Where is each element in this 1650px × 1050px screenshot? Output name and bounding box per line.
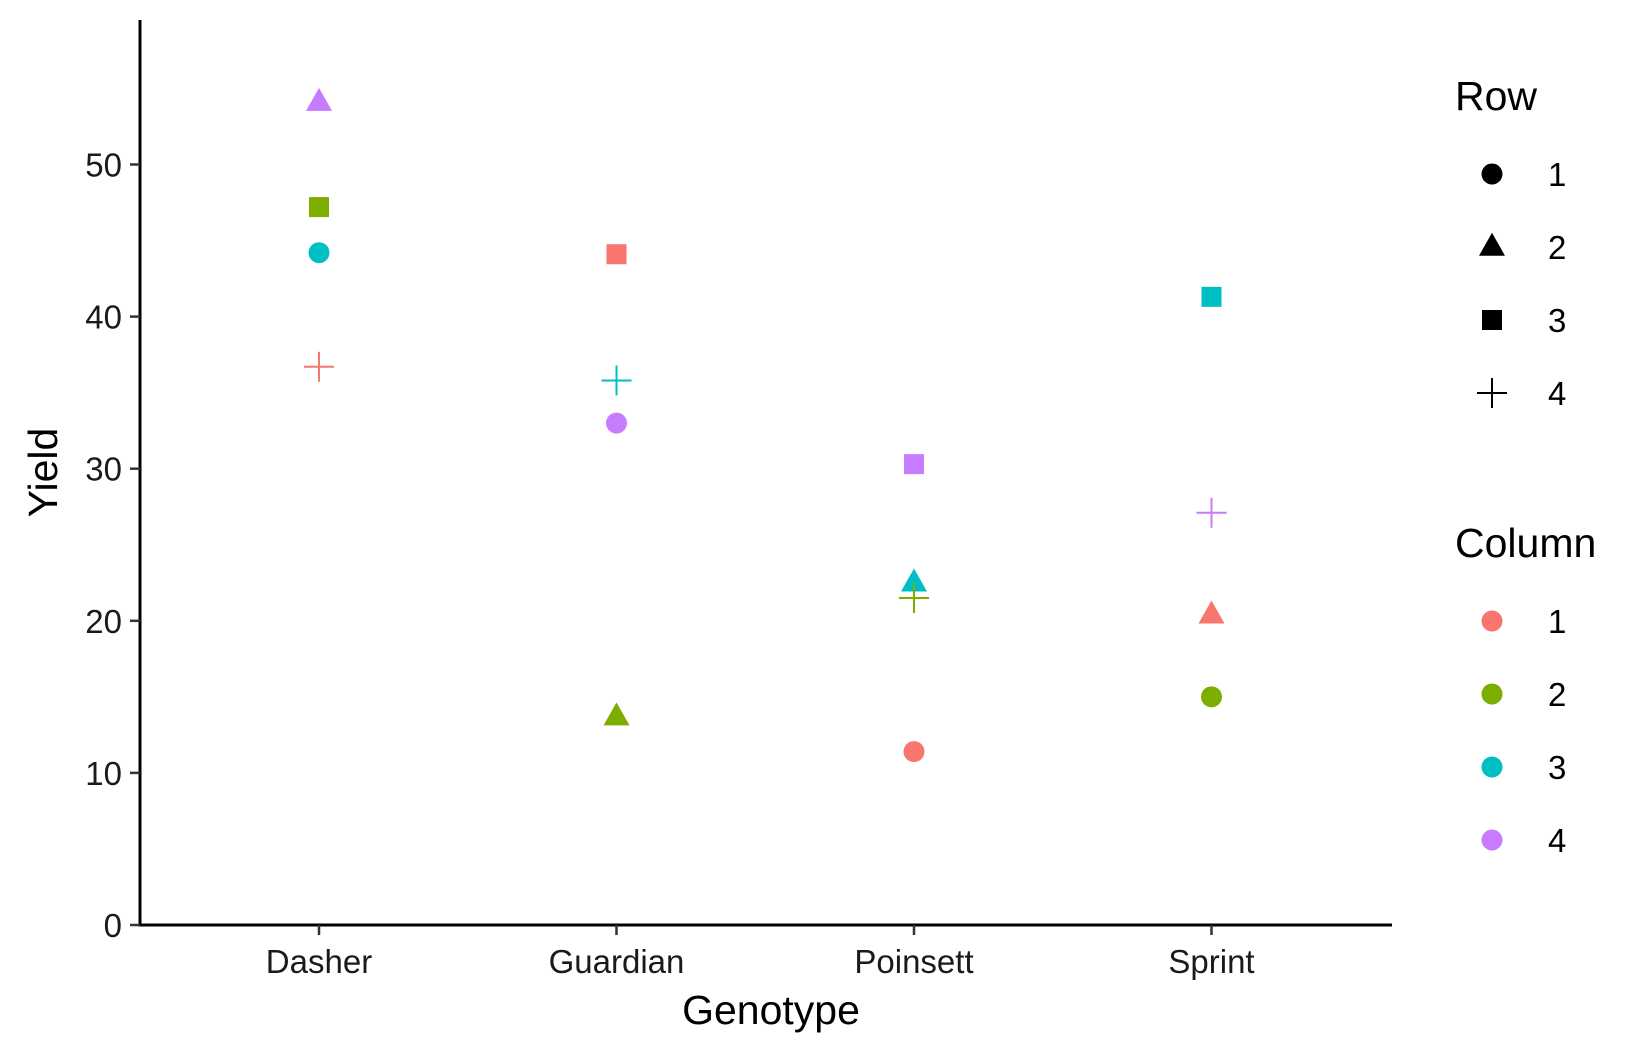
point-dasher-row3-col2 <box>309 197 329 218</box>
row-legend-label: 1 <box>1548 156 1566 193</box>
point-dasher-row4-col1 <box>304 351 334 382</box>
x-tick-label: Sprint <box>1168 943 1254 980</box>
row-legend-label: 2 <box>1548 229 1566 266</box>
y-tick-label: 0 <box>104 907 122 944</box>
point-guardian-row1-col4 <box>606 412 627 434</box>
point-poinsett-row3-col4 <box>904 454 924 475</box>
x-tick-label: Dasher <box>266 943 372 980</box>
x-tick-label: Guardian <box>549 943 685 980</box>
column-legend-label: 2 <box>1548 676 1566 713</box>
legend: Row 1 2 3 4 Column 1 2 3 4 <box>1455 73 1596 859</box>
row-legend-key-2 <box>1479 232 1505 256</box>
point-guardian-row3-col1 <box>606 244 627 265</box>
point-poinsett-row2-col3 <box>901 568 927 592</box>
point-sprint-row3-col3 <box>1201 286 1222 307</box>
data-points <box>304 87 1227 763</box>
point-sprint-row4-col4 <box>1196 497 1227 528</box>
point-sprint-row1-col2 <box>1201 686 1222 708</box>
y-axis-title: Yield <box>20 428 66 518</box>
column-legend-key-2 <box>1481 683 1503 705</box>
axes: 0 10 20 30 40 50 Dasher Guardian Poinsett Sprint G… <box>20 20 1392 1033</box>
y-tick-label: 10 <box>85 755 122 792</box>
column-legend-label: 1 <box>1548 603 1566 640</box>
row-legend-title: Row <box>1455 73 1537 119</box>
column-legend-label: 4 <box>1548 822 1566 859</box>
row-legend-label: 4 <box>1548 375 1566 412</box>
y-tick-label: 20 <box>85 603 122 640</box>
row-legend-key-4 <box>1477 378 1507 408</box>
point-guardian-row2-col2 <box>603 702 630 726</box>
row-legend-key-1 <box>1481 163 1503 185</box>
x-axis-title: Genotype <box>682 987 860 1033</box>
column-legend-title: Column <box>1455 520 1596 566</box>
column-legend-label: 3 <box>1548 749 1566 786</box>
row-legend-key-3 <box>1482 310 1502 330</box>
y-tick-label: 40 <box>85 299 122 336</box>
point-poinsett-row1-col1 <box>903 741 925 763</box>
column-legend-key-4 <box>1481 829 1503 851</box>
y-tick-label: 50 <box>85 146 122 183</box>
column-legend-key-1 <box>1481 610 1503 632</box>
point-guardian-row4-col3 <box>601 365 632 396</box>
y-tick-label: 30 <box>85 451 122 488</box>
point-poinsett-row4-col2 <box>899 582 929 613</box>
x-tick-label: Poinsett <box>854 943 973 980</box>
point-dasher-row2-col4 <box>306 87 332 111</box>
point-sprint-row2-col1 <box>1198 600 1225 624</box>
column-legend-key-3 <box>1481 756 1503 778</box>
row-legend-label: 3 <box>1548 302 1566 339</box>
point-dasher-row1-col3 <box>308 242 330 264</box>
